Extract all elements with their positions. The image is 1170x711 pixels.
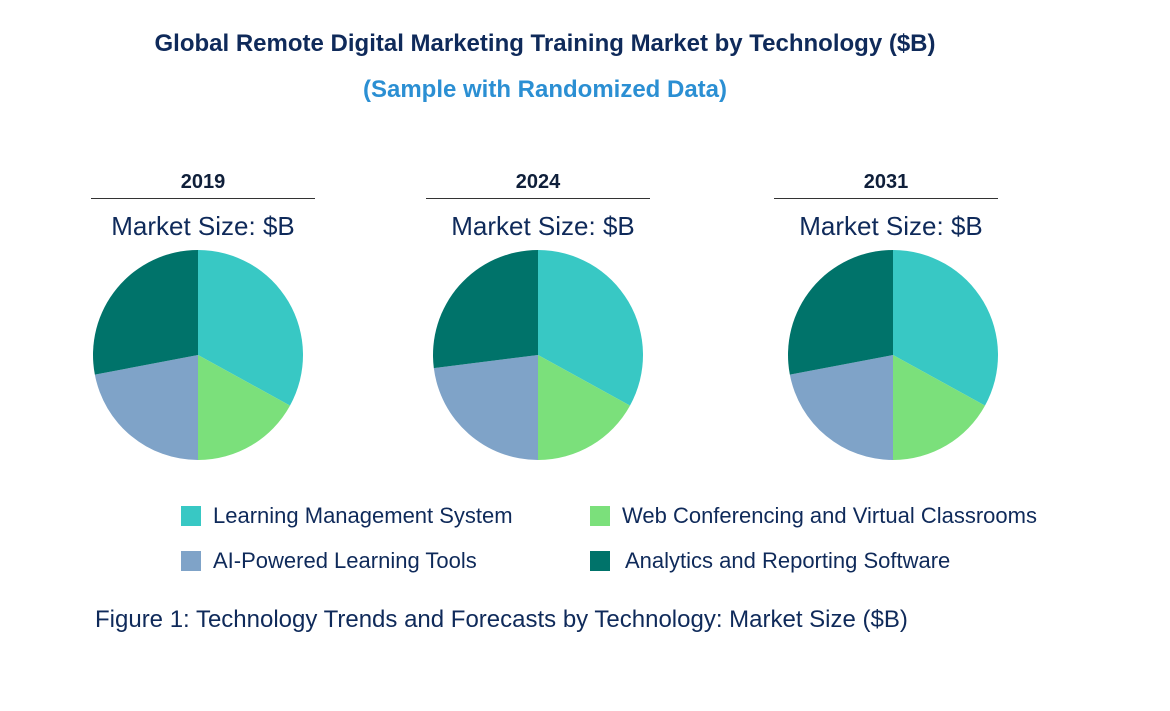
legend-swatch	[181, 506, 201, 526]
pie-slice-2024-1	[538, 355, 631, 460]
pie-slice-2031-3	[788, 250, 893, 375]
legend-item-web-conferencing: Web Conferencing and Virtual Classrooms	[590, 503, 1037, 529]
figure-caption: Figure 1: Technology Trends and Forecast…	[95, 606, 908, 633]
pie-slice-2019-3	[93, 250, 198, 375]
pie-year-2031: 2031	[774, 171, 998, 199]
pie-slice-2031-1	[893, 355, 986, 460]
pie-year-2019: 2019	[91, 171, 315, 199]
legend-item-lms: Learning Management System	[181, 503, 513, 529]
legend-swatch	[590, 551, 610, 571]
pie-2019	[93, 250, 303, 460]
market-size-label-2024: Market Size: $B	[451, 211, 635, 241]
legend-swatch	[181, 551, 201, 571]
pie-slice-2031-0	[893, 250, 998, 406]
legend-label: AI-Powered Learning Tools	[213, 548, 477, 573]
pie-2031	[788, 250, 998, 460]
pie-slice-2019-0	[198, 250, 303, 406]
legend-swatch	[590, 506, 610, 526]
legend-label: Web Conferencing and Virtual Classrooms	[622, 503, 1037, 528]
pie-slice-2019-2	[94, 355, 198, 460]
pie-slice-2031-2	[789, 355, 893, 460]
chart-title: Global Remote Digital Marketing Training…	[154, 30, 936, 57]
legend-item-ai-tools: AI-Powered Learning Tools	[181, 548, 477, 574]
legend-label: Learning Management System	[213, 503, 513, 528]
chart-subtitle: (Sample with Randomized Data)	[362, 76, 728, 103]
pie-slice-2024-0	[538, 250, 643, 406]
pie-slice-2019-1	[198, 355, 291, 460]
pie-2024	[433, 250, 643, 460]
market-size-label-2019: Market Size: $B	[111, 211, 295, 241]
legend-item-analytics: Analytics and Reporting Software	[590, 548, 950, 574]
pie-slice-2024-2	[433, 355, 538, 460]
pie-year-2024: 2024	[426, 171, 650, 199]
market-size-label-2031: Market Size: $B	[799, 211, 983, 241]
legend-label: Analytics and Reporting Software	[625, 548, 951, 573]
pie-slice-2024-3	[433, 250, 538, 369]
